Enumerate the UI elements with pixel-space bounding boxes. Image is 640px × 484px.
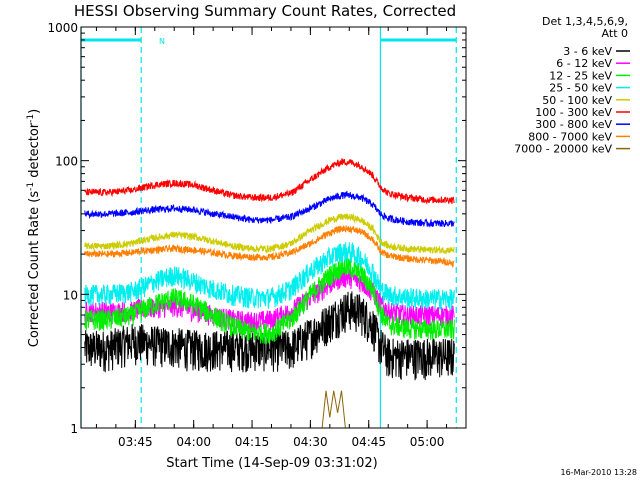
y-axis-label-sup2: -1 — [26, 114, 36, 123]
series-line — [84, 257, 455, 344]
annotation-n: N — [159, 37, 165, 46]
y-tick-label: 1 — [70, 422, 78, 436]
y-axis-label-mid: detector — [27, 122, 42, 182]
series-7 — [84, 190, 455, 228]
legend-label: 3 - 6 keV — [563, 45, 612, 58]
y-axis-ticks: 1 10 100 1000 — [47, 21, 466, 436]
legend-label: 7000 - 20000 keV — [514, 143, 612, 156]
series-line — [84, 242, 455, 310]
legend-label: 800 - 7000 keV — [528, 130, 612, 143]
y-axis-label: Corrected Count Rate (s-1 detector-1) — [26, 109, 42, 347]
x-axis-label: Start Time (14-Sep-09 03:31:02) — [166, 456, 377, 471]
x-axis-ticks: 03:45 04:00 04:15 04:30 04:45 05:00 — [95, 27, 448, 449]
series-line — [84, 291, 455, 381]
legend-header-attenuator: Att 0 — [602, 27, 628, 40]
legend-header-detectors: Det 1,3,4,5,6,9, — [542, 15, 628, 28]
legend-label: 6 - 12 keV — [556, 57, 612, 70]
series-6 — [84, 157, 455, 205]
series-4 — [84, 242, 455, 310]
y-axis-label-sup1: -1 — [26, 182, 36, 191]
series-line — [84, 225, 455, 268]
y-tick-label: 10 — [63, 288, 78, 302]
x-tick-label: 04:15 — [235, 435, 270, 449]
series-line — [321, 390, 346, 429]
legend-label: 50 - 100 keV — [542, 94, 612, 107]
legend-label: 25 - 50 keV — [549, 82, 612, 95]
x-tick-label: 04:30 — [293, 435, 328, 449]
legend-label: 100 - 300 keV — [535, 106, 612, 119]
series-3 — [84, 257, 455, 344]
series-1 — [84, 291, 455, 381]
series-5 — [84, 212, 455, 255]
chart-title: HESSI Observing Summary Count Rates, Cor… — [74, 2, 456, 20]
x-tick-label: 05:00 — [410, 435, 445, 449]
timestamp: 16-Mar-2010 13:28 — [561, 468, 638, 477]
series-9 — [321, 390, 346, 429]
series-8 — [84, 225, 455, 268]
y-axis-label-main: Corrected Count Rate (s — [27, 191, 42, 348]
series-group — [84, 157, 455, 429]
series-line — [84, 190, 455, 228]
legend-label: 300 - 800 keV — [535, 118, 612, 131]
legend-label: 12 - 25 keV — [549, 69, 612, 82]
series-line — [84, 157, 455, 205]
x-tick-label: 04:45 — [351, 435, 386, 449]
y-tick-label: 1000 — [47, 21, 78, 35]
series-line — [84, 212, 455, 255]
x-tick-label: 04:00 — [176, 435, 211, 449]
x-tick-label: 03:45 — [118, 435, 153, 449]
y-axis-label-end: ) — [27, 109, 42, 114]
y-tick-label: 100 — [55, 155, 78, 169]
plot-frame — [80, 26, 467, 429]
